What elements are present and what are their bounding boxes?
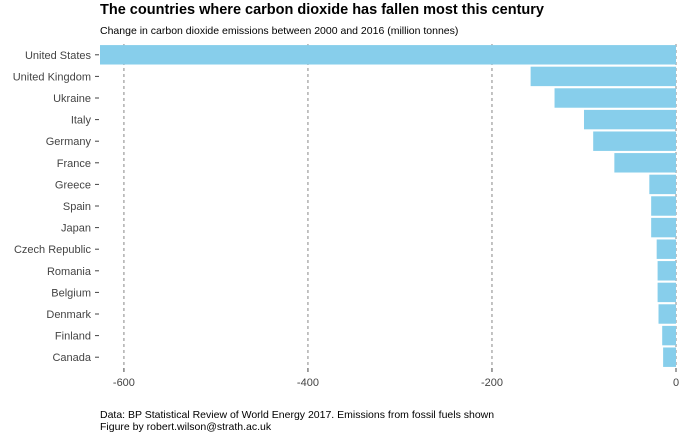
chart-title: The countries where carbon dioxide has f…	[100, 2, 544, 18]
bar	[614, 153, 676, 173]
bar	[651, 196, 676, 216]
bar	[593, 131, 676, 151]
category-label: Germany	[46, 136, 92, 148]
bar	[658, 304, 676, 324]
category-label: Spain	[63, 201, 91, 213]
chart-subtitle: Change in carbon dioxide emissions betwe…	[100, 25, 459, 37]
source-line-data: Data: BP Statistical Review of World Ene…	[100, 409, 495, 421]
bar	[583, 109, 676, 130]
category-label: Japan	[61, 223, 91, 235]
bar	[657, 282, 676, 303]
x-tick-label: -600	[113, 377, 135, 389]
bar	[530, 66, 676, 87]
source-note: Data: BP Statistical Review of World Ene…	[100, 409, 494, 433]
category-label: Greece	[55, 179, 91, 191]
bar	[651, 217, 676, 238]
category-label: Denmark	[46, 309, 91, 321]
category-label: United Kingdom	[13, 71, 91, 83]
x-tick-label: 0	[673, 377, 679, 389]
category-label: Finland	[55, 331, 91, 343]
bar	[554, 88, 676, 108]
bar	[657, 261, 676, 281]
source-line-credit: Figure by robert.wilson@strath.ac.uk	[100, 421, 272, 433]
category-label: Belgium	[51, 287, 91, 299]
bar	[663, 347, 676, 367]
bar	[649, 174, 676, 195]
x-axis-ticks: -600 -400 -200 0	[113, 368, 679, 389]
category-label: Romania	[47, 266, 92, 278]
x-tick-label: -400	[297, 377, 319, 389]
category-label: Canada	[52, 352, 91, 364]
bar	[100, 45, 676, 65]
category-label: United States	[25, 50, 92, 62]
category-label: Italy	[71, 115, 92, 127]
category-labels: United States United Kingdom Ukraine Italy G…	[13, 50, 99, 364]
category-label: Ukraine	[53, 93, 91, 105]
category-label: Czech Republic	[14, 244, 92, 256]
bar	[656, 239, 676, 259]
bar	[662, 325, 676, 346]
bars	[100, 45, 676, 367]
x-tick-label: -200	[481, 377, 503, 389]
category-label: France	[57, 158, 91, 170]
